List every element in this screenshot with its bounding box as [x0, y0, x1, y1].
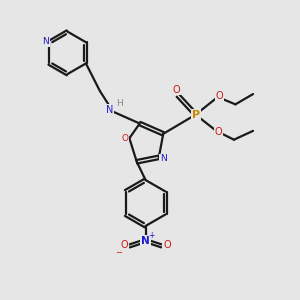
- Text: H: H: [116, 99, 123, 108]
- Text: O: O: [122, 134, 128, 143]
- Text: N: N: [141, 236, 150, 246]
- Text: N: N: [160, 154, 166, 163]
- Text: O: O: [120, 240, 128, 250]
- Text: O: O: [173, 85, 180, 94]
- Text: O: O: [215, 127, 222, 137]
- Text: −: −: [115, 248, 122, 257]
- Text: N: N: [42, 37, 49, 46]
- Text: O: O: [163, 240, 171, 250]
- Text: N: N: [106, 105, 113, 115]
- Text: P: P: [192, 110, 200, 120]
- Text: +: +: [148, 231, 155, 240]
- Text: O: O: [215, 91, 223, 100]
